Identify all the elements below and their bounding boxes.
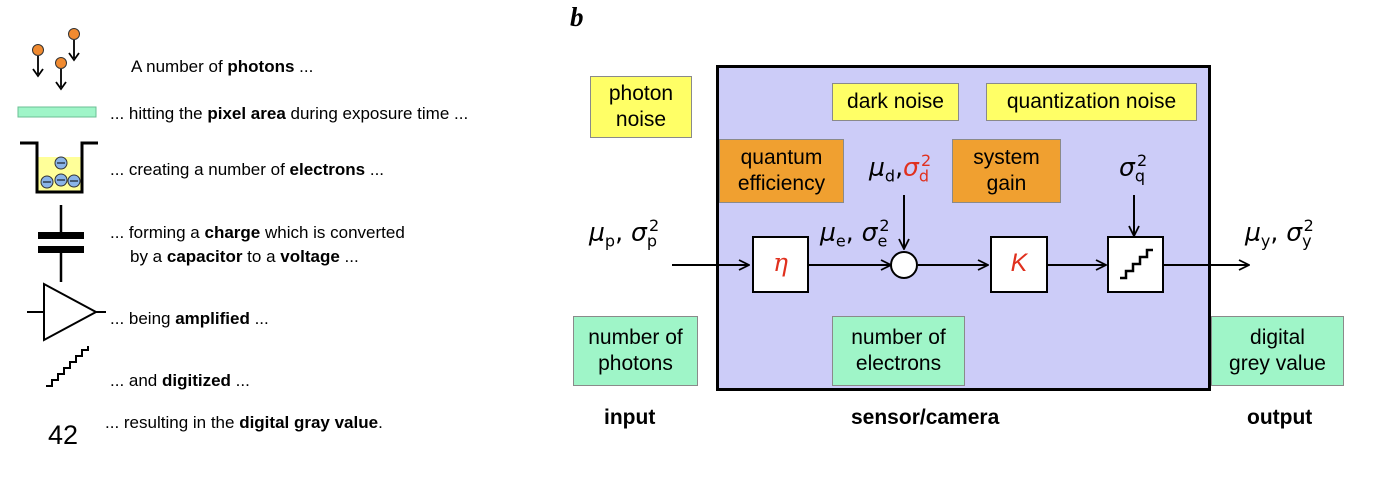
quantizer-staircase-icon: [1120, 248, 1153, 280]
step-charge: ... forming a charge which is converted: [110, 223, 405, 242]
output-label: output: [1247, 406, 1313, 429]
dark-noise-box: dark noise: [832, 83, 959, 121]
physical-pipeline-icons: [17, 28, 106, 387]
electron-symbols: μe, σe2: [820, 216, 890, 251]
amplifier-icon: [27, 282, 106, 342]
photons-icon: [32, 28, 80, 91]
pixel-area-icon: [17, 106, 97, 118]
capacitor-icon: [38, 205, 84, 282]
quantization-noise-symbol: σq2: [1119, 151, 1148, 186]
panel-label: b: [570, 2, 584, 32]
step-photons: A number of photons ...: [131, 57, 314, 76]
system-gain-box: system gain: [952, 139, 1061, 203]
quantum-efficiency-box: quantum efficiency: [719, 139, 844, 203]
eta-symbol: η: [773, 248, 788, 277]
step-electrons: ... creating a number of electrons ...: [110, 160, 385, 179]
summing-node: [890, 251, 918, 279]
photon-noise-box: photon noise: [590, 76, 692, 138]
k-symbol: K: [1010, 249, 1028, 277]
step-amplified: ... being amplified ...: [110, 309, 269, 328]
input-label: input: [604, 406, 656, 429]
number-of-electrons-box: number of electrons: [832, 316, 965, 386]
dark-noise-symbols: μd,σd2: [869, 151, 932, 186]
eta-block: [752, 236, 809, 293]
digital-grey-value-box: digital grey value: [1211, 316, 1344, 386]
step-digitized: ... and digitized ...: [110, 371, 250, 390]
step-capacitor: by a capacitor to a voltage ...: [130, 247, 359, 266]
step-pixel-area: ... hitting the pixel area during exposu…: [110, 104, 469, 123]
gray-value-number: 42: [48, 420, 79, 450]
electron-well-icon: [20, 141, 98, 194]
step-gray-value: ... resulting in the digital gray value.: [105, 413, 383, 432]
digitizer-staircase-icon: [46, 346, 89, 387]
sensor-camera-label: sensor/camera: [851, 406, 1000, 429]
input-symbols: μp, σp2: [589, 216, 660, 251]
quantization-noise-box: quantization noise: [986, 83, 1197, 121]
k-block: [990, 236, 1048, 293]
output-symbols: μy, σy2: [1245, 216, 1314, 251]
number-of-photons-box: number of photons: [573, 316, 698, 386]
